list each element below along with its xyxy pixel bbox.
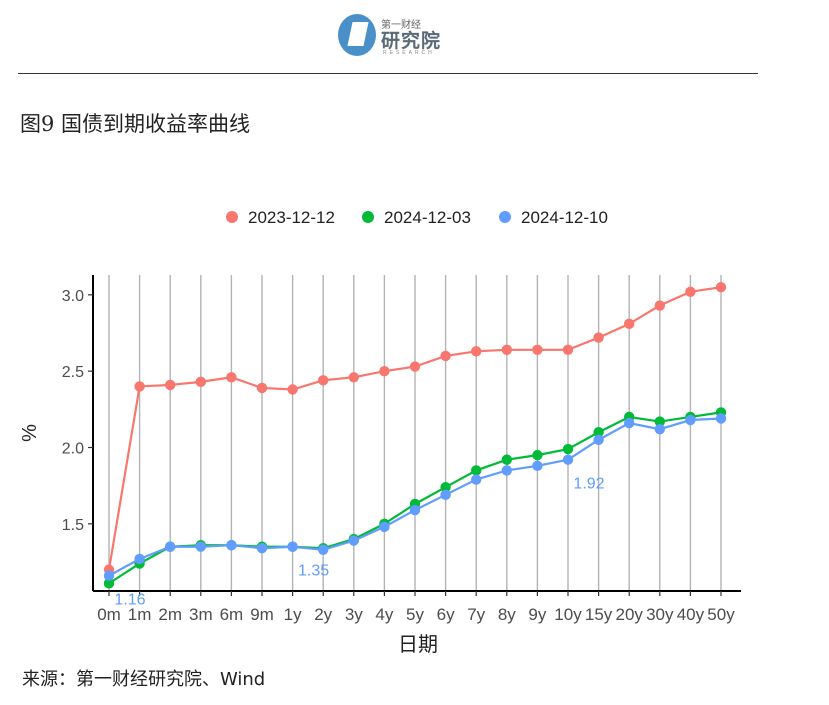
data-point-2024-12-10-0m	[103, 570, 115, 581]
data-point-2024-12-03-8y	[501, 454, 512, 465]
x-tick-label: 1y	[284, 605, 302, 624]
x-tick-label: 2y	[314, 605, 332, 624]
logo-main-text: 研究院	[381, 30, 442, 52]
data-point-2023-12-12-9y	[532, 344, 543, 356]
x-tick-label: 9m	[250, 605, 274, 624]
data-point-2023-12-12-15y	[593, 332, 604, 343]
data-point-2024-12-10-40y	[685, 414, 696, 426]
data-point-2024-12-10-10y	[562, 454, 574, 465]
data-point-2023-12-12-50y	[715, 282, 727, 293]
x-tick-label: 4y	[375, 605, 393, 624]
data-point-2024-12-10-30y	[654, 423, 665, 435]
data-point-2023-12-12-3m	[195, 376, 206, 388]
data-point-2023-12-12-40y	[685, 286, 696, 297]
data-point-2023-12-12-1y	[287, 384, 298, 395]
data-label-1y: 1.35	[298, 563, 329, 580]
data-point-2024-12-10-3y	[348, 535, 359, 546]
data-point-2024-12-10-20y	[624, 417, 635, 429]
x-tick-label: 6y	[437, 605, 455, 624]
data-point-2024-12-10-3m	[195, 541, 206, 552]
data-point-2023-12-12-1m	[134, 381, 145, 392]
x-tick-label: 2m	[158, 605, 182, 624]
data-point-2023-12-12-5y	[409, 361, 421, 372]
data-point-2023-12-12-20y	[624, 318, 635, 330]
x-tick-label: 7y	[467, 605, 485, 624]
data-point-2024-12-10-4y	[379, 521, 390, 533]
brand-logo: 第一财经 研究院 RESEARCH	[336, 14, 456, 60]
figure-title: 图9 国债到期收益率曲线	[20, 112, 251, 136]
x-tick-label: 20y	[615, 605, 643, 624]
source-note: 来源：第一财经研究院、Wind	[22, 669, 266, 690]
data-point-2023-12-12-10y	[562, 344, 574, 356]
legend-label-2023-12-12: 2023-12-12	[248, 208, 335, 227]
legend-marker-2023-12-12	[226, 211, 238, 223]
data-point-2024-12-03-9y	[532, 449, 543, 461]
x-tick-label: 15y	[585, 605, 613, 624]
legend-marker-2024-12-03	[362, 211, 374, 223]
data-point-2023-12-12-6m	[226, 372, 237, 383]
logo-icon	[338, 14, 376, 56]
x-tick-label: 8y	[498, 605, 516, 624]
y-tick-label: 3.0	[62, 288, 84, 305]
data-point-2023-12-12-2y	[318, 375, 329, 386]
data-point-2024-12-10-5y	[409, 504, 421, 516]
data-point-2023-12-12-6y	[440, 350, 451, 362]
y-tick-label: 2.0	[62, 441, 84, 458]
y-tick-label: 1.5	[62, 517, 84, 534]
data-point-2024-12-10-6m	[226, 540, 237, 551]
data-label-0m: 1.16	[114, 592, 145, 609]
x-tick-label: 30y	[646, 605, 674, 624]
data-point-2023-12-12-8y	[501, 344, 512, 356]
data-point-2024-12-10-15y	[593, 434, 604, 446]
data-point-2024-12-10-1y	[287, 541, 298, 552]
data-point-2024-12-03-6y	[440, 481, 451, 493]
data-point-2024-12-03-15y	[593, 427, 604, 438]
data-point-2024-12-10-1m	[134, 553, 145, 565]
x-tick-label: 6m	[220, 605, 244, 624]
header-divider	[18, 73, 758, 74]
data-point-2024-12-10-6y	[440, 489, 451, 501]
x-axis-title: 日期	[398, 632, 438, 656]
x-tick-label: 0m	[97, 605, 121, 624]
data-point-2024-12-03-30y	[654, 416, 665, 427]
data-point-2024-12-10-8y	[501, 465, 512, 476]
y-tick-label: 2.5	[62, 364, 84, 381]
data-label-10y: 1.92	[573, 476, 604, 493]
data-point-2023-12-12-3y	[348, 372, 359, 383]
x-tick-label: 5y	[406, 605, 424, 624]
data-point-2023-12-12-30y	[654, 300, 665, 311]
data-point-2024-12-03-0m	[103, 578, 115, 589]
data-point-2023-12-12-7y	[471, 346, 482, 357]
logo-sub-text: RESEARCH	[383, 50, 435, 56]
data-point-2024-12-10-2y	[318, 544, 329, 555]
data-point-2023-12-12-2m	[165, 379, 176, 391]
x-tick-label: 1m	[128, 605, 152, 624]
data-point-2024-12-10-9y	[532, 460, 543, 472]
x-tick-label: 3m	[189, 605, 213, 624]
data-point-2024-12-10-2m	[165, 541, 176, 552]
legend-label-2024-12-03: 2024-12-03	[384, 208, 471, 227]
x-tick-label: 40y	[677, 605, 705, 624]
data-point-2023-12-12-9m	[256, 382, 268, 394]
logo-small-text: 第一财经	[381, 20, 421, 31]
data-point-2024-12-10-7y	[471, 474, 482, 485]
legend-marker-2024-12-10	[499, 211, 511, 223]
y-axis-title: %	[19, 424, 41, 442]
data-point-2024-12-03-7y	[471, 465, 482, 476]
legend-label-2024-12-10: 2024-12-10	[521, 208, 608, 227]
x-tick-label: 9y	[528, 605, 546, 624]
data-point-2023-12-12-4y	[379, 365, 390, 377]
x-tick-label: 50y	[707, 605, 735, 624]
x-tick-label: 3y	[345, 605, 363, 624]
data-point-2024-12-10-50y	[715, 413, 727, 424]
data-point-2024-12-03-10y	[562, 443, 574, 455]
data-point-2024-12-10-9m	[256, 543, 268, 554]
x-tick-label: 10y	[554, 605, 582, 624]
